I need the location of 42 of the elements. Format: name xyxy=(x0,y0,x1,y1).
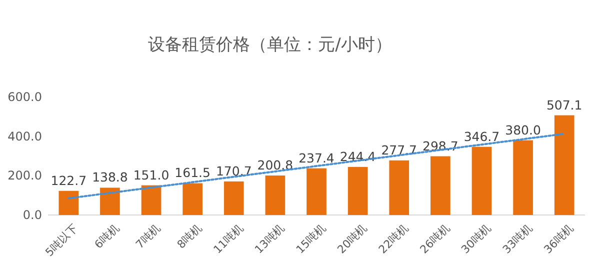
bar xyxy=(472,146,492,215)
x-tick-label: 22吨机 xyxy=(376,222,411,256)
data-label: 138.8 xyxy=(92,170,128,185)
data-label: 237.4 xyxy=(298,150,334,166)
data-label: 151.0 xyxy=(133,167,170,182)
data-label: 200.8 xyxy=(257,158,294,173)
bar xyxy=(58,190,79,215)
data-label: 170.7 xyxy=(216,163,252,178)
bar xyxy=(100,188,120,215)
y-tick-label: 200.0 xyxy=(8,168,42,183)
x-tick-label: 15吨机 xyxy=(294,222,328,256)
y-tick-label: 600.0 xyxy=(8,90,42,104)
x-tick-label: 11吨机 xyxy=(211,222,246,256)
data-label: 122.7 xyxy=(50,172,87,188)
bar xyxy=(141,185,162,215)
x-tick-label: 20吨机 xyxy=(334,222,370,256)
data-label: 346.7 xyxy=(464,128,500,144)
y-tick-label: 400.0 xyxy=(8,129,42,144)
x-tick-label: 8吨机 xyxy=(174,222,204,252)
bar xyxy=(348,166,368,215)
data-label: 507.1 xyxy=(546,97,582,112)
x-tick-label: 6吨机 xyxy=(92,222,122,252)
x-tick-label: 26吨机 xyxy=(418,222,452,256)
data-label: 277.7 xyxy=(381,142,418,158)
bar xyxy=(554,115,574,215)
x-tick-label: 30吨机 xyxy=(458,222,494,256)
bar xyxy=(306,168,326,215)
bar xyxy=(182,183,202,215)
bar xyxy=(224,181,244,215)
data-label: 380.0 xyxy=(505,122,541,138)
chart-title: 设备租赁价格（单位：元/小时） xyxy=(148,35,392,55)
bar xyxy=(513,140,533,215)
x-tick-label: 33吨机 xyxy=(500,222,535,256)
y-tick-label: 0.0 xyxy=(22,208,42,222)
bar xyxy=(265,176,286,215)
bar xyxy=(430,156,450,215)
bar xyxy=(389,160,410,215)
x-tick-label: 7吨机 xyxy=(133,222,164,252)
x-tick-label: 13吨机 xyxy=(252,222,287,256)
data-label: 161.5 xyxy=(174,165,210,180)
x-tick-label: 5吨以下 xyxy=(42,222,80,260)
x-tick-label: 36吨机 xyxy=(541,222,576,256)
